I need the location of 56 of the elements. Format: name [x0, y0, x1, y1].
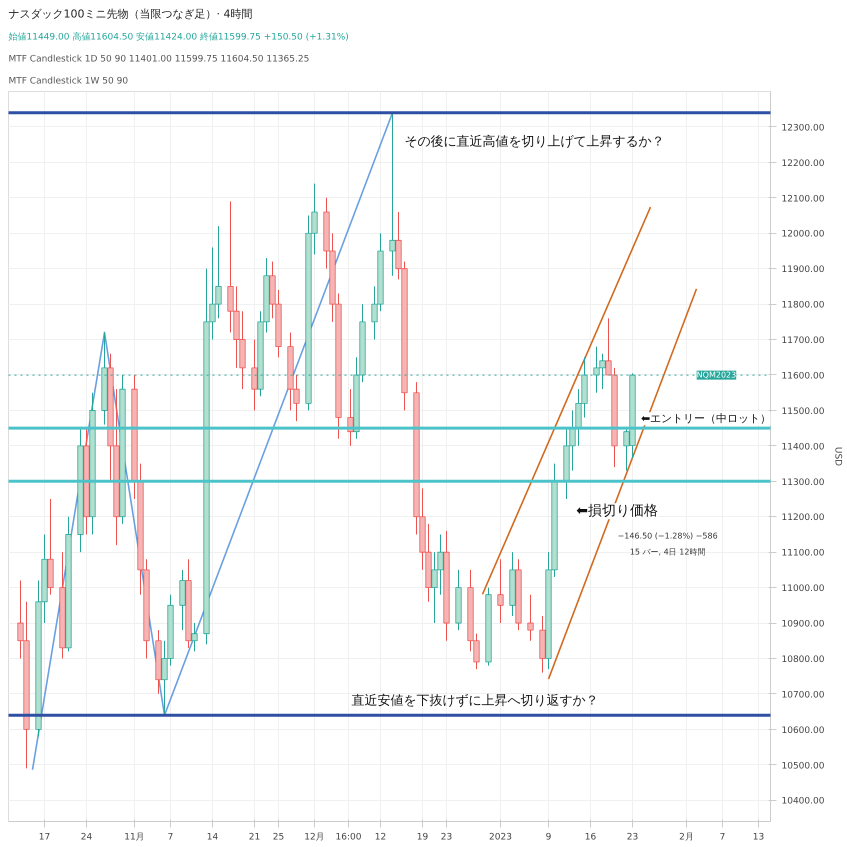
x-tick-label: 16	[584, 832, 596, 842]
chart-title: ナスダック100ミニ先物（当限つなぎ足）· 4時間	[8, 8, 252, 20]
x-tick-label: 2023	[489, 832, 512, 842]
x-tick-label: 24	[80, 832, 92, 842]
x-tick-label: 25	[272, 832, 284, 842]
y-tick-label: 12200.00	[782, 158, 825, 169]
text: MTF Candlestick 1D 50 90 11401.00 11599.75 11604.50 11365.25	[8, 54, 310, 64]
y-tick-label: 10600.00	[782, 726, 825, 736]
x-tick-label: 17	[38, 832, 50, 842]
y-tick-label: 11500.00	[782, 406, 825, 417]
ref-line-label: ⬅損切り価格	[576, 503, 658, 520]
candlestick	[389, 112, 396, 276]
y-tick-label: 11000.00	[782, 584, 825, 594]
y-tick-label: 11600.00	[782, 371, 825, 382]
y-tick-label: 11900.00	[782, 265, 825, 276]
x-tick-label: 14	[206, 832, 218, 842]
x-tick-label: 19	[416, 832, 428, 842]
chart-subtitle: 始値11449.00 高値11604.50 安値11424.00 終値11599.75 +150.50 (+1.31%)	[8, 32, 349, 42]
y-tick-label: 11200.00	[782, 513, 825, 524]
ref-line-label: NQM2023	[696, 370, 736, 380]
y-tick-label: 11800.00	[782, 300, 825, 311]
y-tick-label: 11400.00	[782, 442, 825, 452]
y-tick-label: 11700.00	[782, 336, 825, 346]
annotation: −146.50 (−1.28%) −586	[618, 531, 718, 540]
x-tick-label: 13	[752, 832, 764, 842]
y-tick-label: 11100.00	[782, 548, 825, 559]
candlestick	[251, 339, 258, 411]
x-tick-label: 2月	[679, 832, 694, 842]
y-tick-label: 12300.00	[782, 123, 825, 134]
x-tick-label: 7	[168, 832, 174, 842]
y-tick-label: 10400.00	[782, 796, 825, 807]
x-tick-label: 23	[626, 832, 638, 842]
y-tick-label: 10500.00	[782, 761, 825, 772]
ref-line-label: その後に直近高値を切り上げて上昇するか？	[404, 134, 665, 150]
x-tick-label: 12	[374, 832, 386, 842]
y-tick-label: 11300.00	[782, 478, 825, 488]
y-axis-title: USD	[832, 446, 842, 466]
x-tick-label: 9	[546, 832, 552, 842]
y-tick-label: 12000.00	[782, 230, 825, 240]
candlestick	[191, 622, 198, 652]
x-tick-label: 7	[720, 832, 726, 842]
annotation: 15 バー, 4日 12時間	[630, 548, 706, 557]
x-tick-label: 21	[248, 832, 260, 842]
x-tick-label: 16:00	[336, 832, 362, 842]
ref-line-label: ⬅エントリー（中ロット）	[640, 412, 772, 426]
x-tick-label: 23	[440, 832, 452, 842]
x-tick-label: 12月	[304, 832, 325, 842]
candlestick	[527, 594, 534, 642]
text: MTF Candlestick 1W 50 90	[8, 76, 128, 86]
candlestick	[497, 558, 504, 624]
y-tick-label: 12100.00	[782, 194, 825, 204]
y-tick-label: 10800.00	[782, 654, 825, 665]
y-tick-label: 10900.00	[782, 620, 825, 630]
y-tick-label: 10700.00	[782, 690, 825, 700]
x-tick-label: 11月	[124, 832, 145, 842]
ref-line-label: 直近安値を下抜けずに上昇へ切り返すか？	[351, 692, 598, 708]
